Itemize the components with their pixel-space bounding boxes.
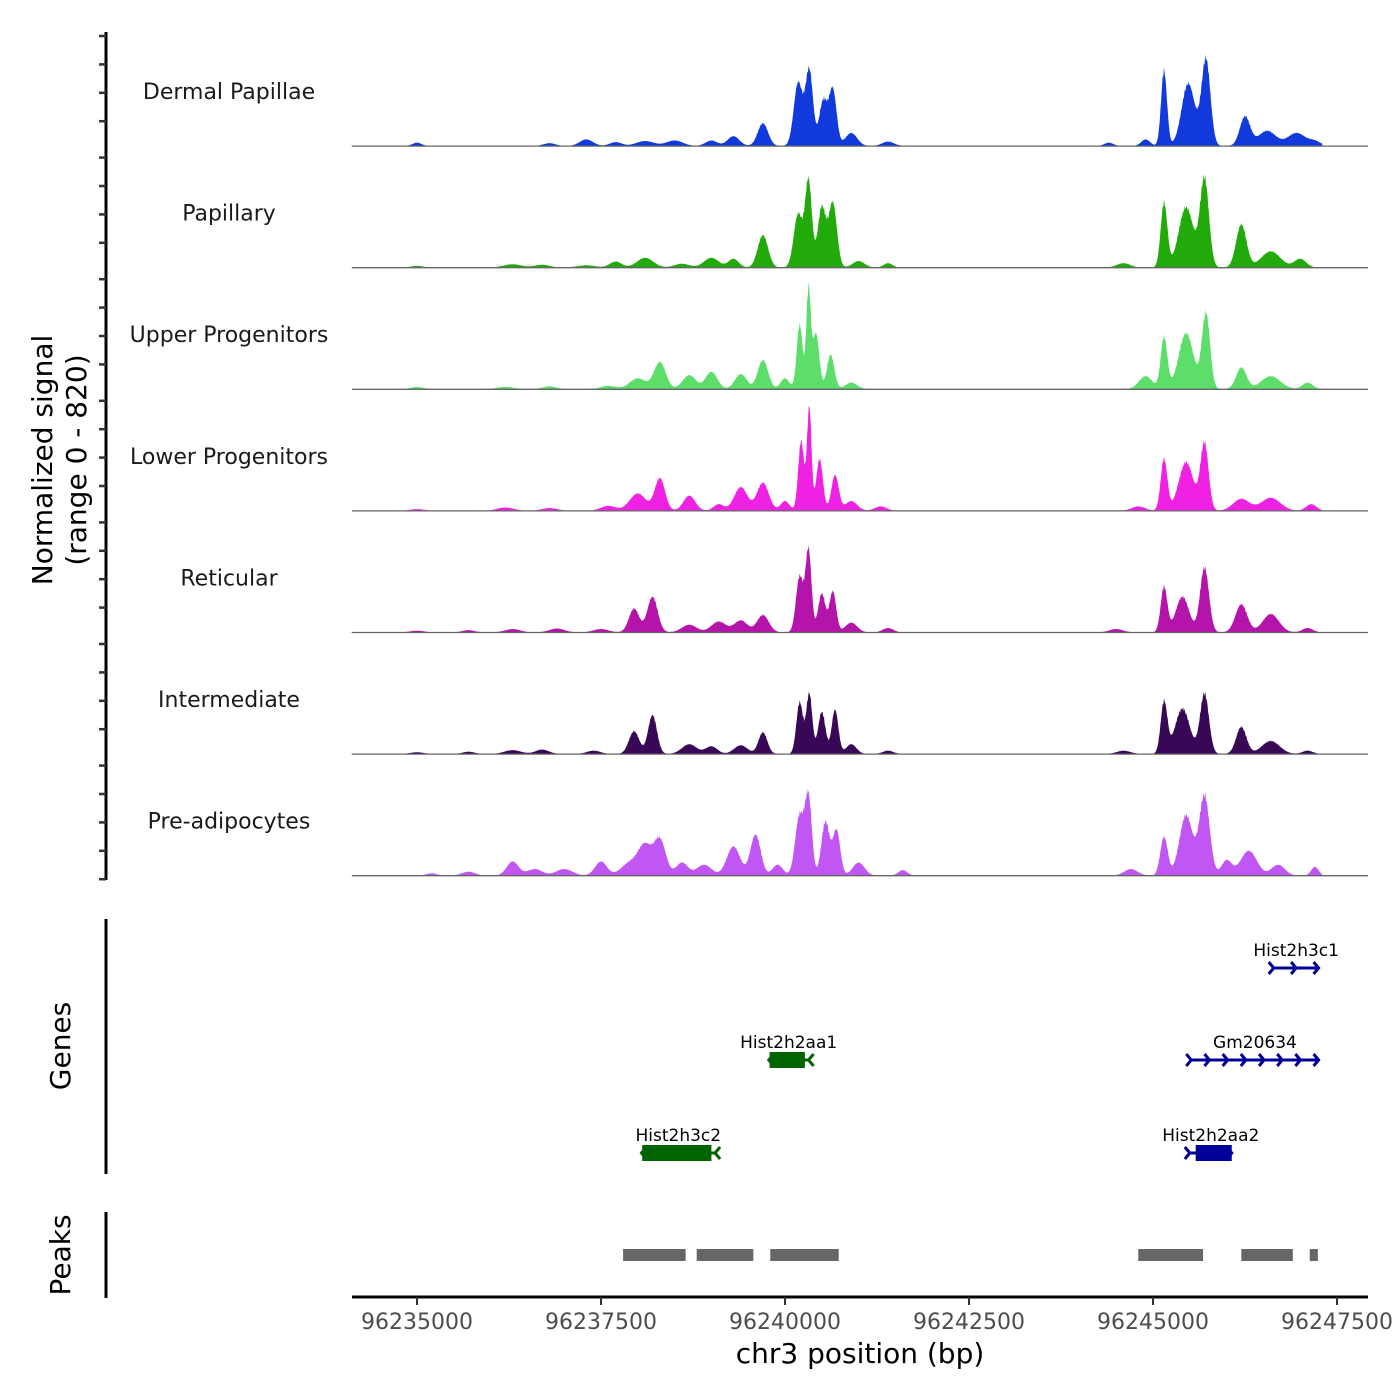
coverage-area <box>350 281 1323 390</box>
gene-label: Hist2h3c2 <box>635 1126 721 1146</box>
x-tick-label: 96237500 <box>545 1310 657 1335</box>
gene-exon <box>1195 1145 1232 1161</box>
strand-arrow-icon <box>1221 1053 1230 1067</box>
y-axis-title-line-1: Normalized signal <box>26 335 59 586</box>
x-tick-label: 96240000 <box>729 1310 841 1335</box>
gene-label: Hist2h3c1 <box>1253 941 1339 961</box>
gene-exon <box>769 1052 805 1068</box>
peaks-panel-label: Peaks <box>44 1214 77 1295</box>
gene: Hist2h3c2 <box>635 1126 722 1161</box>
coverage-area <box>350 174 1323 268</box>
strand-arrow-icon <box>1294 1053 1303 1067</box>
strand-arrow-icon <box>806 1053 815 1067</box>
coverage-area <box>350 545 1323 633</box>
peak-region <box>696 1249 754 1261</box>
gene-label: Hist2h2aa2 <box>1162 1126 1259 1146</box>
track-label: Upper Progenitors <box>130 323 329 348</box>
gene: Hist2h3c1 <box>1253 941 1339 975</box>
gene: Gm20634 <box>1185 1033 1321 1067</box>
track-label: Pre-adipocytes <box>148 810 311 835</box>
track-labels: Dermal Papillae Papillary Upper Progenitor… <box>130 80 329 835</box>
strand-arrow-icon <box>1312 1053 1321 1067</box>
coverage-area <box>350 691 1323 755</box>
track-label: Papillary <box>182 202 276 227</box>
x-axis-ticks: 96235000 96237500 96240000 96242500 96245000… <box>361 1297 1393 1335</box>
x-tick-label: 96247500 <box>1281 1310 1393 1335</box>
coverage-area <box>350 788 1323 876</box>
peak-region <box>1138 1249 1204 1261</box>
peak-region <box>1309 1249 1318 1261</box>
genes-track: Hist2h3c1 Gm20634 Hist2h2aa1 Hist2h3c2 Hist2… <box>635 941 1339 1161</box>
strand-arrow-icon <box>1267 961 1276 975</box>
x-axis-title: chr3 position (bp) <box>736 1337 985 1370</box>
strand-arrow-icon <box>713 1146 722 1160</box>
track-label: Lower Progenitors <box>130 445 328 470</box>
strand-arrow-icon <box>1183 1146 1192 1160</box>
x-tick-label: 96242500 <box>913 1310 1025 1335</box>
strand-arrow-icon <box>1312 961 1321 975</box>
strand-arrow-icon <box>1185 1053 1194 1067</box>
peaks-track <box>623 1249 1318 1261</box>
track-label: Intermediate <box>158 688 300 713</box>
strand-arrow-icon <box>1289 961 1299 975</box>
gene: Hist2h2aa2 <box>1162 1126 1259 1161</box>
gene: Hist2h2aa1 <box>740 1033 837 1068</box>
strand-arrow-icon <box>1203 1053 1212 1067</box>
peak-region <box>623 1249 686 1261</box>
y-axis-title-line-2: (range 0 - 820) <box>60 354 93 565</box>
track-label: Reticular <box>180 566 278 591</box>
gene-exon <box>642 1145 712 1161</box>
track-areas <box>350 54 1368 877</box>
strand-arrow-icon <box>1257 1053 1266 1067</box>
genes-panel-label: Genes <box>44 1002 77 1090</box>
coverage-area <box>350 54 1323 147</box>
track-label: Dermal Papillae <box>143 80 315 105</box>
peak-region <box>1241 1249 1293 1261</box>
gene-label: Hist2h2aa1 <box>740 1033 837 1053</box>
peak-region <box>770 1249 839 1261</box>
strand-arrow-icon <box>1276 1053 1285 1067</box>
coverage-y-axis-ticks <box>99 34 106 881</box>
coverage-area <box>350 406 1323 511</box>
strand-arrow-icon <box>1239 1053 1248 1067</box>
y-axis-title: Normalized signal (range 0 - 820) <box>26 335 93 586</box>
gene-label: Gm20634 <box>1213 1033 1297 1053</box>
x-tick-label: 96235000 <box>361 1310 473 1335</box>
x-tick-label: 96245000 <box>1097 1310 1209 1335</box>
